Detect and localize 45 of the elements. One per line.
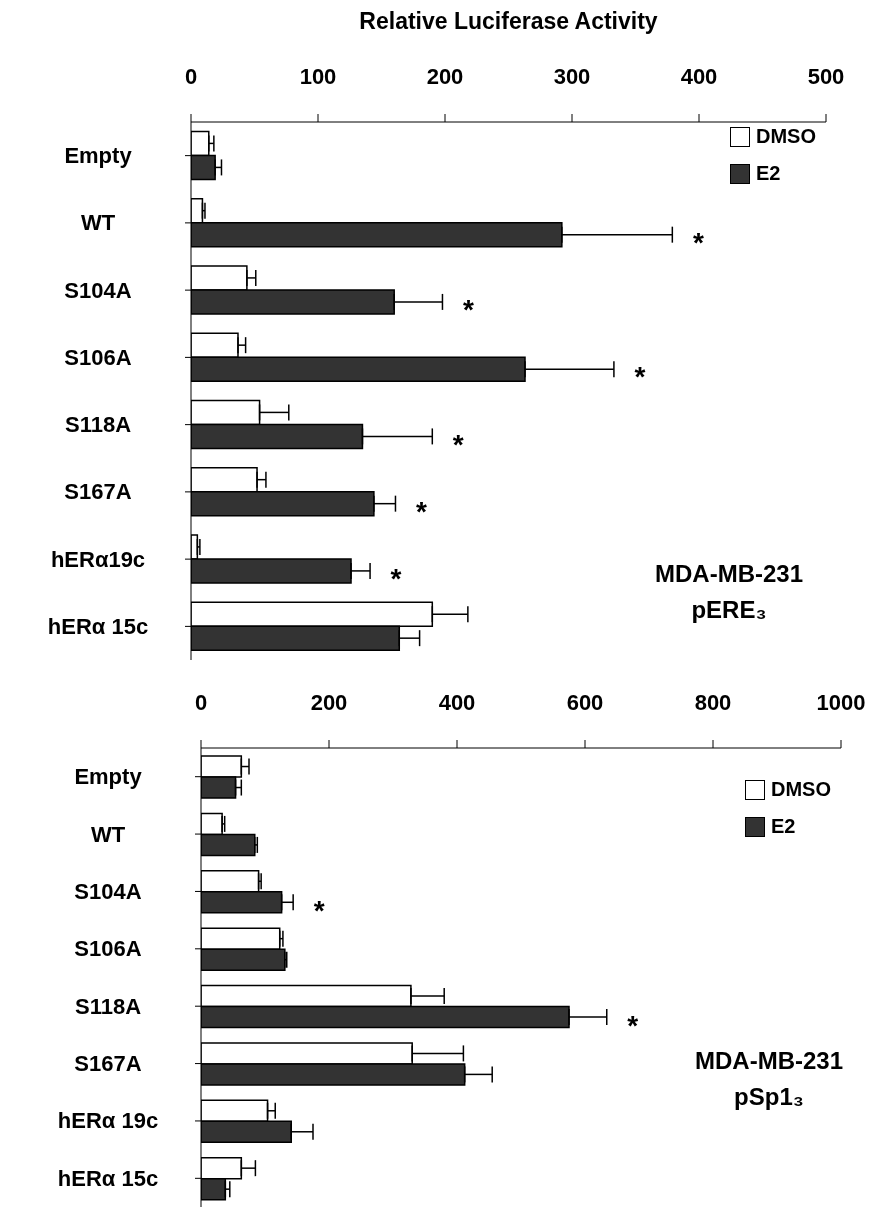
y-tick-label: S167A	[74, 1051, 142, 1077]
x-tick-label: 500	[807, 64, 845, 89]
x-tick-label: 100	[299, 64, 337, 89]
y-tick-label: WT	[80, 210, 116, 236]
x-tick-label: 200	[310, 690, 348, 715]
y-tick-label: S167A	[64, 479, 132, 505]
annotation: *	[416, 495, 428, 527]
annotation: *	[463, 294, 475, 326]
annotation: *	[634, 361, 646, 393]
x-tick-label: 0	[194, 690, 208, 715]
annotation: pSp1₃	[733, 1082, 805, 1112]
x-tick-label: 300	[553, 64, 591, 89]
x-tick-label: 400	[438, 690, 476, 715]
y-tick-label: S118A	[64, 412, 132, 438]
y-tick-label: Empty	[64, 143, 133, 169]
y-tick-label: S106A	[74, 936, 142, 962]
annotation: *	[452, 428, 464, 460]
x-axis-title: Relative Luciferase Activity	[358, 8, 659, 36]
x-tick-label: 1000	[816, 690, 866, 715]
y-tick-label: S106A	[64, 344, 132, 370]
x-tick-label: 0	[184, 64, 198, 89]
y-tick-label: S104A	[74, 878, 142, 904]
legend-label: DMSO	[771, 778, 831, 801]
y-tick-label: hERα 15c	[47, 613, 149, 639]
y-tick-label: hERα 15c	[57, 1165, 159, 1191]
legend-label: DMSO	[756, 125, 816, 148]
y-tick-label: S104A	[64, 277, 132, 303]
y-tick-label: S118A	[74, 993, 142, 1019]
annotation: *	[390, 563, 402, 595]
y-tick-label: Empty	[74, 764, 143, 790]
annotation: *	[627, 1010, 639, 1042]
y-tick-label: hERα19c	[50, 546, 146, 572]
legend-label: E2	[756, 162, 781, 185]
y-tick-label: hERα 19c	[57, 1108, 159, 1134]
x-tick-label: 600	[566, 690, 604, 715]
legend-label: E2	[771, 815, 796, 838]
x-tick-label: 400	[680, 64, 718, 89]
x-tick-label: 800	[694, 690, 732, 715]
annotation: MDA-MB-231	[694, 1046, 843, 1076]
annotation: pERE₃	[690, 595, 768, 625]
y-tick-label: WT	[90, 821, 126, 847]
annotation: *	[313, 895, 325, 927]
annotation: MDA-MB-231	[654, 559, 803, 589]
x-tick-label: 200	[426, 64, 464, 89]
annotation: *	[692, 226, 704, 258]
